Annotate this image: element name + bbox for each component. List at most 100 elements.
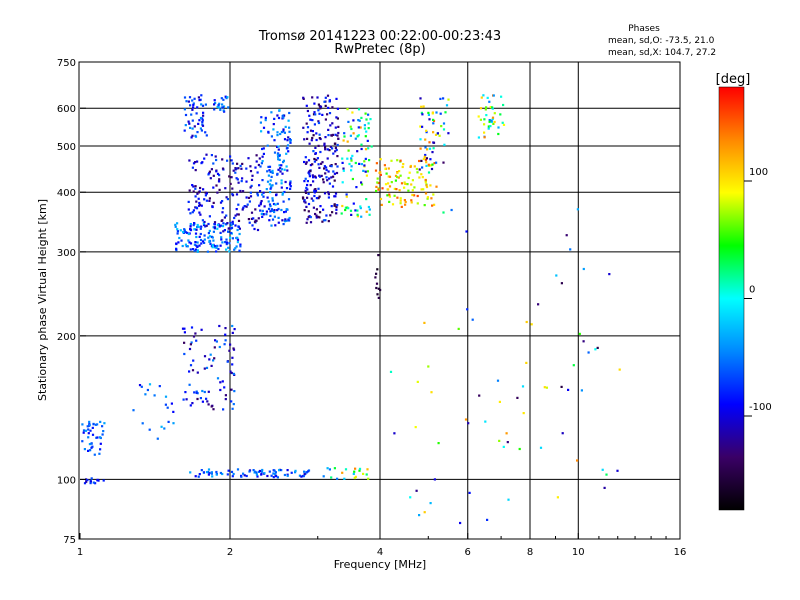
data-point — [349, 125, 352, 128]
data-point — [485, 114, 488, 117]
data-point — [287, 119, 290, 122]
data-point — [367, 205, 370, 209]
data-point — [324, 146, 327, 149]
data-point — [483, 136, 486, 139]
data-point — [210, 405, 213, 408]
data-point — [484, 420, 487, 423]
data-point — [192, 185, 195, 188]
data-point — [390, 159, 393, 162]
data-point — [335, 208, 338, 211]
data-point — [322, 208, 325, 211]
data-point — [272, 123, 275, 126]
data-point — [219, 201, 223, 204]
data-point — [208, 229, 211, 232]
data-point — [375, 162, 378, 165]
data-point — [277, 207, 280, 211]
data-point — [243, 474, 246, 477]
data-point — [188, 383, 191, 386]
data-point — [387, 188, 390, 191]
data-point — [445, 104, 449, 107]
colorbar-ticks: 100 0 -100 — [744, 167, 772, 417]
data-point — [326, 467, 329, 470]
data-point — [203, 241, 206, 244]
data-point — [255, 471, 258, 474]
data-point — [144, 393, 147, 396]
data-point — [103, 422, 106, 425]
data-point — [491, 106, 494, 109]
data-point — [93, 453, 96, 456]
data-point — [325, 214, 328, 217]
data-point — [353, 470, 356, 473]
data-point — [229, 370, 232, 373]
data-point — [525, 320, 528, 324]
data-point — [132, 409, 135, 412]
data-point — [276, 209, 279, 212]
data-point — [191, 134, 194, 137]
data-point — [270, 111, 273, 114]
data-point — [216, 172, 220, 175]
data-point — [433, 203, 436, 206]
data-point — [166, 406, 169, 409]
data-point — [92, 423, 95, 426]
legend-line-x: mean, sd,X: 104.7, 27.2 — [608, 48, 716, 58]
data-point — [274, 224, 277, 227]
data-point — [241, 162, 244, 165]
data-point — [193, 125, 196, 128]
data-point — [160, 425, 163, 428]
data-point — [483, 118, 486, 121]
data-point — [241, 208, 244, 211]
data-point — [320, 162, 323, 165]
data-point — [343, 135, 346, 138]
data-point — [217, 247, 220, 251]
data-points — [81, 94, 621, 525]
data-point — [362, 472, 365, 475]
data-point — [254, 219, 257, 222]
data-point — [256, 228, 260, 232]
data-point — [204, 103, 207, 106]
data-point — [302, 475, 305, 478]
data-point — [322, 178, 325, 181]
data-point — [163, 427, 166, 430]
data-point — [384, 167, 387, 170]
data-point — [202, 111, 205, 114]
data-point — [424, 178, 427, 182]
data-point — [415, 489, 418, 492]
data-point — [226, 198, 229, 201]
data-point — [91, 426, 94, 429]
data-point — [543, 386, 546, 389]
data-point — [246, 203, 249, 206]
data-point — [328, 100, 331, 103]
data-point — [306, 188, 309, 191]
data-point — [210, 472, 213, 475]
data-point — [260, 472, 263, 475]
data-point — [231, 237, 234, 240]
data-point — [425, 184, 428, 187]
data-point — [367, 122, 370, 125]
data-point — [81, 440, 84, 443]
data-point — [497, 126, 500, 129]
data-point — [331, 122, 334, 125]
data-point — [525, 361, 528, 364]
data-point — [618, 368, 621, 371]
data-point — [429, 502, 432, 505]
data-point — [346, 157, 349, 160]
data-point — [189, 225, 192, 228]
data-point — [407, 176, 410, 180]
data-point — [442, 128, 446, 131]
data-point — [194, 475, 197, 478]
data-point — [239, 245, 242, 248]
data-point — [218, 178, 221, 181]
data-point — [312, 199, 315, 202]
data-point — [210, 154, 213, 157]
data-point — [313, 190, 316, 193]
data-point — [195, 390, 198, 393]
data-point — [398, 170, 401, 173]
data-point — [273, 209, 276, 212]
data-point — [330, 165, 333, 168]
data-point — [209, 177, 212, 180]
data-point — [316, 96, 319, 99]
data-point — [400, 182, 404, 185]
data-point — [261, 193, 264, 196]
data-point — [86, 425, 89, 428]
data-point — [331, 185, 335, 188]
